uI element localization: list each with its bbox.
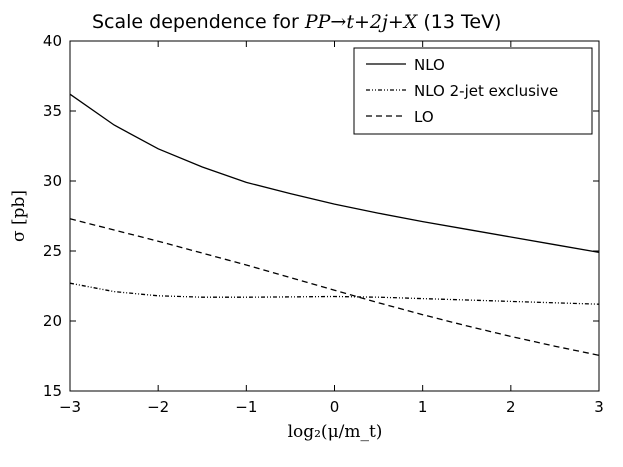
x-tick-label: 3 <box>594 398 604 416</box>
x-tick-label: 0 <box>330 398 340 416</box>
legend-box <box>353 47 593 135</box>
x-tick-label: 1 <box>418 398 428 416</box>
title-math: PP→t+2j+X <box>304 11 419 33</box>
chart-title: Scale dependence for PP→t+2j+X (13 TeV) <box>92 11 501 33</box>
y-tick-label: 15 <box>43 382 62 400</box>
x-tick-label: −2 <box>147 398 169 416</box>
y-tick-label: 25 <box>43 242 62 260</box>
legend-label-nlo: NLO <box>414 56 445 74</box>
x-tick-label: −3 <box>59 398 81 416</box>
legend-label-nlo-2jet: NLO 2-jet exclusive <box>414 82 558 100</box>
series-line-nlo-2-jet-exclusive <box>69 282 600 305</box>
y-axis-label: σ [pb] <box>9 190 29 242</box>
title-suffix: (13 TeV) <box>417 11 501 33</box>
legend: NLO NLO 2-jet exclusive LO <box>353 47 593 135</box>
x-tick-label: −1 <box>235 398 257 416</box>
y-tick-label: 20 <box>43 312 62 330</box>
axis-ticks: −3 −2 −1 0 1 2 3 15 20 25 30 35 40 <box>43 32 604 416</box>
y-tick-label: 30 <box>43 172 62 190</box>
y-tick-label: 40 <box>43 32 62 50</box>
series-group <box>69 93 600 356</box>
legend-label-lo: LO <box>414 108 434 126</box>
series-line-nlo <box>69 93 600 254</box>
series-line-lo <box>69 218 600 356</box>
x-tick-label: 2 <box>506 398 516 416</box>
title-prefix: Scale dependence for <box>92 11 305 33</box>
y-tick-label: 35 <box>43 102 62 120</box>
x-axis-label: log₂(μ/m_t) <box>288 422 383 442</box>
